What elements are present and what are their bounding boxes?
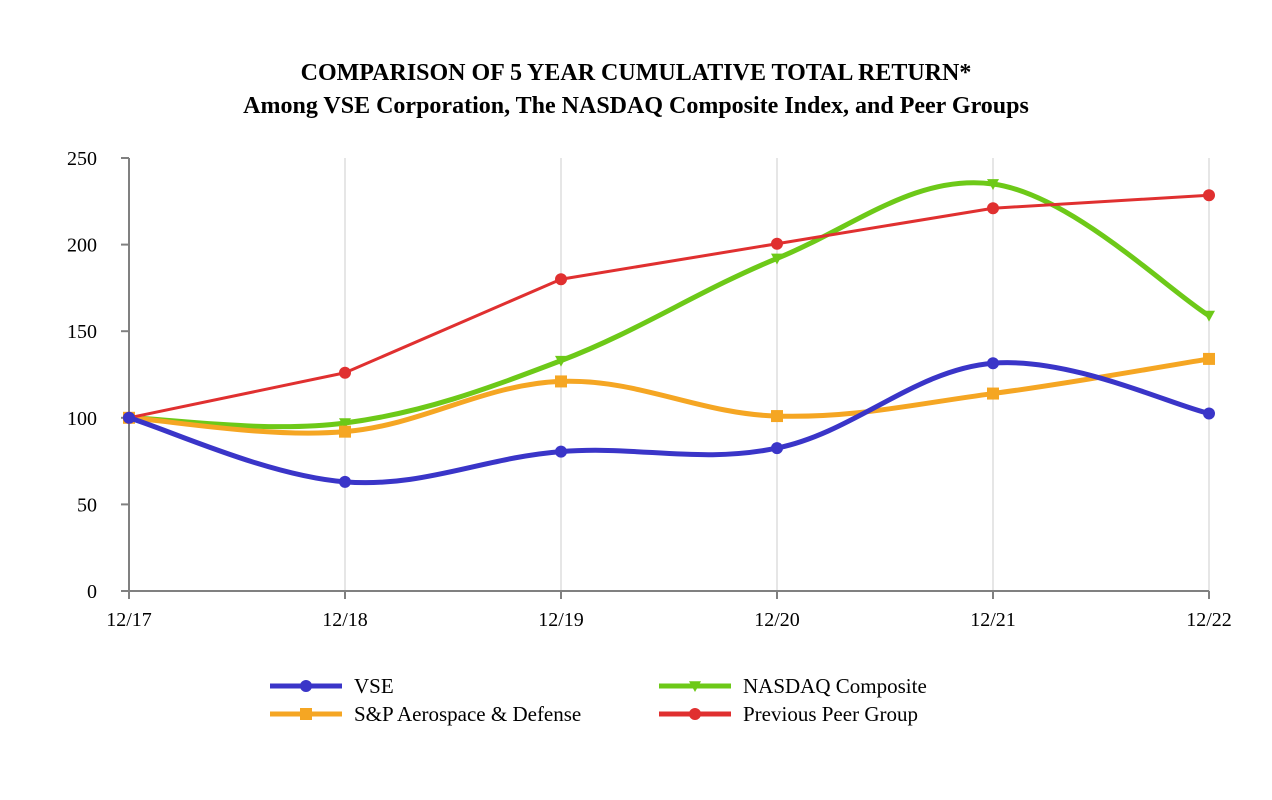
series-line: [126, 180, 1212, 430]
x-tick-label: 12/17: [106, 609, 152, 631]
y-tick-label: 250: [67, 148, 97, 170]
x-tick-label: 12/18: [322, 609, 368, 631]
x-tick-label: 12/22: [1186, 609, 1232, 631]
legend-marker: [689, 681, 701, 692]
legend-item: NASDAQ Composite: [659, 674, 927, 698]
legend-marker: [300, 680, 312, 692]
data-point: [123, 411, 135, 424]
legend-item: Previous Peer Group: [659, 702, 918, 726]
x-tick-label: 12/19: [538, 609, 584, 631]
data-point: [555, 273, 567, 286]
y-tick-label: 0: [87, 581, 97, 603]
legend-marker: [300, 708, 312, 720]
data-point: [339, 418, 351, 429]
y-tick-label: 50: [77, 494, 97, 516]
data-point: [339, 475, 351, 488]
series-line: [127, 193, 1211, 420]
data-point: [771, 442, 783, 455]
legend-item: VSE: [270, 674, 394, 698]
data-point: [1203, 407, 1215, 420]
legend-label: NASDAQ Composite: [743, 674, 927, 698]
data-point: [987, 387, 999, 400]
series-previous-peer-group: [123, 189, 1215, 424]
data-point: [339, 366, 351, 379]
data-point: [987, 179, 999, 190]
data-point: [1203, 189, 1215, 202]
legend-marker: [689, 708, 701, 720]
y-tick-label: 200: [67, 235, 97, 257]
data-point: [1203, 352, 1215, 365]
data-point: [771, 237, 783, 250]
series-line: [126, 360, 1212, 486]
y-tick-label: 150: [67, 321, 97, 343]
data-point: [339, 425, 351, 438]
x-tick-label: 12/20: [754, 609, 800, 631]
legend-label: Previous Peer Group: [743, 702, 918, 726]
data-point: [555, 355, 567, 367]
chart-title: COMPARISON OF 5 YEAR CUMULATIVE TOTAL RE…: [300, 60, 972, 86]
data-point: [771, 253, 783, 265]
legend-label: VSE: [354, 674, 394, 698]
data-point: [771, 410, 783, 423]
data-point: [987, 357, 999, 370]
legend-label: S&P Aerospace & Defense: [354, 702, 581, 726]
legend-item: S&P Aerospace & Defense: [270, 702, 581, 726]
chart-subtitle: Among VSE Corporation, The NASDAQ Compos…: [243, 93, 1029, 119]
legend: VSE S&P Aerospace & Defense NASDAQ Composi…: [270, 674, 927, 726]
series-group: [123, 179, 1215, 488]
data-point: [987, 202, 999, 215]
series-nasdaq-composite: [123, 179, 1215, 430]
axes: 0 50 100 150 200 250 12/17 12/18 12/19 12/20 12/21…: [67, 148, 1232, 631]
series-vse: [123, 357, 1215, 488]
y-tick-label: 100: [67, 408, 97, 430]
series-line: [126, 356, 1212, 436]
x-tick-label: 12/21: [970, 609, 1016, 631]
data-point: [555, 445, 567, 458]
data-point: [1203, 310, 1215, 322]
data-point: [555, 375, 567, 388]
